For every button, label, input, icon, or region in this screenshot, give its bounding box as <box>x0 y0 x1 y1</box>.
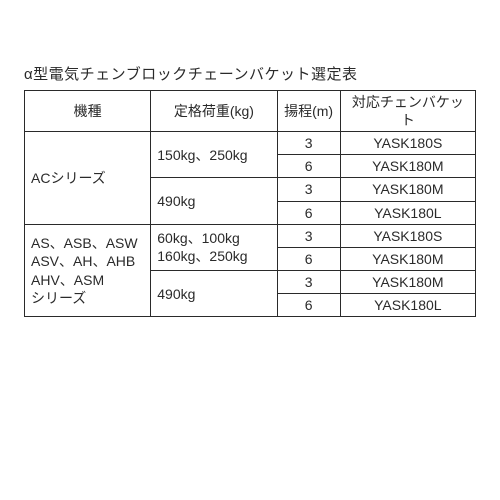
cell-model: AS、ASB、ASWASV、AH、AHBAHV、ASMシリーズ <box>25 224 151 317</box>
cell-lift: 3 <box>277 131 340 154</box>
cell-load: 490kg <box>151 178 277 224</box>
cell-lift: 6 <box>277 201 340 224</box>
cell-model: ACシリーズ <box>25 131 151 224</box>
cell-load: 60kg、100kg160kg、250kg <box>151 224 277 270</box>
cell-bucket: YASK180M <box>340 271 475 294</box>
cell-bucket: YASK180S <box>340 224 475 247</box>
col-header-load: 定格荷重(kg) <box>151 90 277 131</box>
cell-lift: 3 <box>277 224 340 247</box>
table-body: ACシリーズ 150kg、250kg 3 YASK180S 6 YASK180M… <box>25 131 476 317</box>
cell-bucket: YASK180L <box>340 294 475 317</box>
cell-lift: 6 <box>277 294 340 317</box>
cell-load: 490kg <box>151 271 277 317</box>
cell-lift: 6 <box>277 247 340 270</box>
cell-bucket: YASK180M <box>340 247 475 270</box>
table-row: ACシリーズ 150kg、250kg 3 YASK180S <box>25 131 476 154</box>
cell-lift: 3 <box>277 271 340 294</box>
page-title: α型電気チェンブロックチェーンバケット選定表 <box>24 63 476 84</box>
selection-table: 機種 定格荷重(kg) 揚程(m) 対応チェンバケット ACシリーズ 150kg… <box>24 90 476 318</box>
cell-bucket: YASK180M <box>340 155 475 178</box>
cell-bucket: YASK180S <box>340 131 475 154</box>
cell-bucket: YASK180L <box>340 201 475 224</box>
cell-lift: 6 <box>277 155 340 178</box>
spacer <box>24 317 476 437</box>
cell-lift: 3 <box>277 178 340 201</box>
col-header-model: 機種 <box>25 90 151 131</box>
col-header-bucket: 対応チェンバケット <box>340 90 475 131</box>
table-header-row: 機種 定格荷重(kg) 揚程(m) 対応チェンバケット <box>25 90 476 131</box>
cell-bucket: YASK180M <box>340 178 475 201</box>
cell-load: 150kg、250kg <box>151 131 277 177</box>
col-header-lift: 揚程(m) <box>277 90 340 131</box>
table-row: AS、ASB、ASWASV、AH、AHBAHV、ASMシリーズ 60kg、100… <box>25 224 476 247</box>
